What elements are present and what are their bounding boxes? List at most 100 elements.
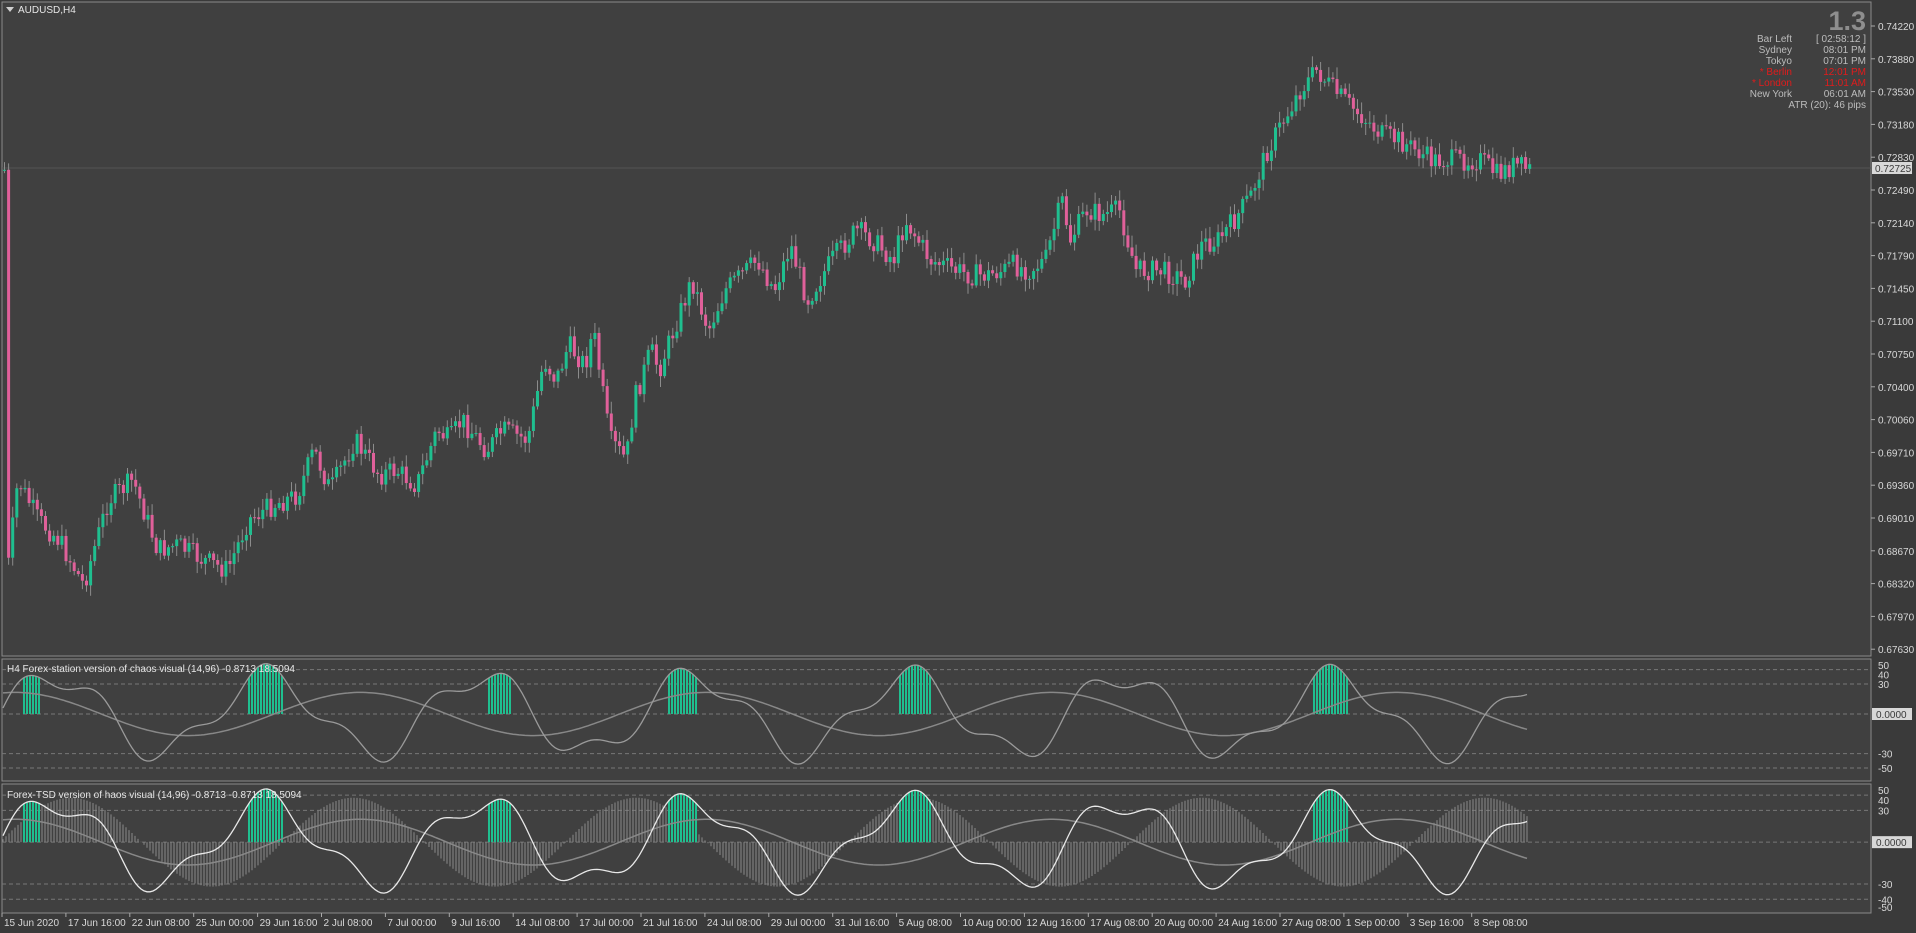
candle-body bbox=[240, 540, 244, 543]
candle-body bbox=[909, 225, 913, 234]
candle-body bbox=[868, 232, 872, 247]
scale-label: -30 bbox=[1878, 880, 1893, 891]
candle-body bbox=[1204, 238, 1208, 242]
candle-body bbox=[695, 292, 699, 294]
candle-body bbox=[1343, 88, 1347, 95]
dropdown-icon[interactable] bbox=[6, 7, 14, 12]
candle-body bbox=[1429, 146, 1433, 167]
candle-body bbox=[745, 263, 749, 271]
price-tick-label: 0.69360 bbox=[1878, 481, 1915, 492]
candle-body bbox=[1515, 157, 1519, 164]
session-label: * Berlin bbox=[1760, 67, 1792, 78]
candle-body bbox=[421, 465, 425, 475]
candle-body bbox=[326, 479, 330, 485]
candle-body bbox=[753, 257, 757, 263]
candle-body bbox=[884, 250, 888, 263]
candle-body bbox=[384, 469, 388, 485]
candle-body bbox=[146, 514, 150, 520]
candle-body bbox=[1122, 210, 1126, 236]
candle-body bbox=[7, 169, 11, 558]
candle-body bbox=[236, 542, 240, 554]
candle-body bbox=[1417, 149, 1421, 159]
time-tick-label: 12 Aug 16:00 bbox=[1026, 918, 1085, 929]
candle-body bbox=[1085, 211, 1089, 216]
candle-body bbox=[859, 222, 863, 229]
candle-body bbox=[683, 303, 687, 306]
time-tick-label: 17 Aug 08:00 bbox=[1090, 918, 1149, 929]
candle-body bbox=[314, 449, 318, 452]
candle-body bbox=[1524, 157, 1528, 169]
spread-value: 1.3 bbox=[1828, 6, 1866, 36]
candle-body bbox=[716, 311, 720, 323]
candle-body bbox=[1032, 271, 1036, 279]
candle-body bbox=[113, 483, 117, 504]
candle-body bbox=[249, 517, 252, 535]
candle-body bbox=[806, 300, 810, 305]
candle-body bbox=[1306, 77, 1310, 92]
candle-body bbox=[691, 282, 695, 294]
scale-label: 50 bbox=[1878, 661, 1890, 672]
candle-body bbox=[380, 473, 384, 485]
candle-body bbox=[1302, 91, 1306, 100]
candle-body bbox=[1179, 271, 1183, 277]
candle-body bbox=[1245, 195, 1249, 199]
candle-body bbox=[1175, 271, 1179, 285]
price-tick-label: 0.70750 bbox=[1878, 350, 1915, 361]
candle-body bbox=[613, 430, 617, 442]
candle-body bbox=[946, 258, 949, 261]
candle-body bbox=[89, 561, 93, 586]
candle-body bbox=[1487, 154, 1491, 159]
candle-body bbox=[1048, 240, 1052, 250]
candle-body bbox=[593, 332, 597, 340]
candle-body bbox=[1433, 154, 1437, 167]
candle-body bbox=[650, 344, 654, 350]
candle-body bbox=[191, 542, 195, 544]
candle-body bbox=[995, 273, 999, 279]
candle-body bbox=[499, 428, 503, 434]
scale-label: 40 bbox=[1878, 796, 1890, 807]
candle-body bbox=[523, 436, 527, 443]
indicator1-pane[interactable] bbox=[1, 658, 1872, 782]
candle-body bbox=[1425, 146, 1429, 155]
candle-body bbox=[474, 433, 478, 435]
session-label: New York bbox=[1750, 89, 1793, 100]
candle-body bbox=[429, 445, 433, 461]
slow-line bbox=[2, 818, 1528, 866]
candle-body bbox=[1220, 232, 1224, 237]
candle-body bbox=[138, 486, 142, 499]
candle-body bbox=[622, 446, 626, 455]
candle-body bbox=[1392, 128, 1396, 143]
candle-body bbox=[773, 284, 777, 291]
candle-body bbox=[470, 433, 474, 439]
candle-body bbox=[527, 430, 531, 443]
candle-body bbox=[1155, 260, 1159, 271]
session-label: * London bbox=[1752, 78, 1792, 89]
scale-label: 50 bbox=[1878, 786, 1890, 797]
candle-body bbox=[253, 517, 257, 519]
price-tick-label: 0.71100 bbox=[1878, 317, 1914, 328]
candle-body bbox=[310, 449, 314, 458]
scale-label: -50 bbox=[1878, 764, 1893, 775]
price-tick-label: 0.73530 bbox=[1878, 88, 1915, 99]
price-tick-label: 0.72140 bbox=[1878, 219, 1915, 230]
candle-body bbox=[679, 303, 683, 332]
candle-body bbox=[1466, 165, 1470, 171]
price-axis: 0.74220 0.73880 0.73530 0.73180 0.72830 0.724… bbox=[1871, 22, 1915, 656]
session-label: Bar Left bbox=[1757, 34, 1792, 45]
candle-body bbox=[1233, 214, 1236, 230]
main-pane[interactable] bbox=[1, 1, 1872, 657]
candle-body bbox=[937, 262, 941, 266]
candle-body bbox=[19, 488, 23, 490]
candle-body bbox=[1438, 154, 1441, 167]
candle-body bbox=[609, 413, 613, 431]
candle-body bbox=[1056, 202, 1060, 229]
candle-body bbox=[35, 499, 39, 510]
candle-body bbox=[273, 507, 277, 517]
candle-body bbox=[560, 368, 564, 371]
session-info-panel: Bar Left [ 02:58:12 ] Sydney 08:01 PM Tokyo 0… bbox=[1750, 34, 1866, 100]
candle-body bbox=[1413, 140, 1417, 150]
candle-body bbox=[1237, 213, 1241, 230]
candle-body bbox=[294, 491, 298, 505]
